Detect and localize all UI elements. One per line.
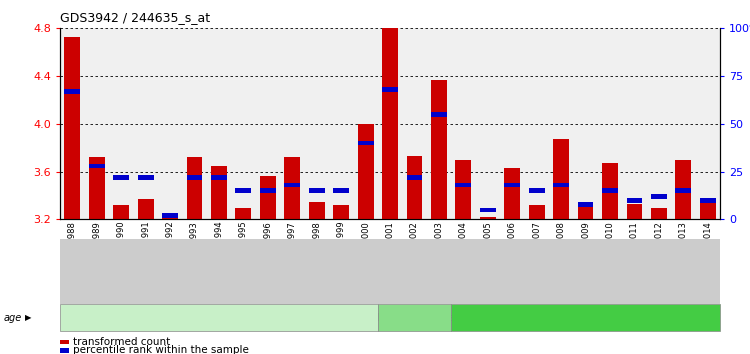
Bar (236, 188, 251, 193)
Bar (113, 205, 129, 219)
Bar (602, 188, 618, 193)
Bar (187, 175, 202, 180)
Text: young (19-31 years): young (19-31 years) (166, 313, 272, 323)
Text: transformed count: transformed count (73, 337, 170, 347)
Text: age: age (4, 313, 22, 323)
Text: percentile rank within the sample: percentile rank within the sample (73, 346, 248, 354)
Bar (406, 156, 422, 219)
Bar (700, 198, 715, 203)
Bar (626, 198, 643, 203)
Bar (113, 175, 129, 180)
Bar (88, 157, 104, 219)
Bar (333, 188, 349, 193)
Bar (651, 194, 667, 199)
Bar (382, 87, 398, 92)
Bar (676, 160, 692, 219)
Bar (358, 124, 374, 219)
Bar (88, 164, 104, 169)
Bar (137, 199, 154, 219)
Bar (602, 163, 618, 219)
Bar (284, 183, 300, 188)
Bar (455, 160, 471, 219)
Bar (382, 28, 398, 219)
Bar (309, 201, 325, 219)
Bar (284, 157, 300, 219)
Bar (64, 89, 80, 94)
Bar (236, 207, 251, 219)
Bar (431, 80, 447, 219)
Bar (309, 188, 325, 193)
Text: ▶: ▶ (25, 313, 32, 322)
Bar (578, 201, 593, 219)
Bar (211, 175, 226, 180)
Bar (260, 188, 276, 193)
Bar (480, 207, 496, 212)
Bar (162, 218, 178, 219)
Bar (554, 183, 569, 188)
Bar (626, 204, 643, 219)
Bar (504, 168, 520, 219)
Text: old (65-84 years): old (65-84 years) (541, 313, 630, 323)
Bar (137, 175, 154, 180)
Bar (554, 139, 569, 219)
Bar (406, 175, 422, 180)
Bar (187, 157, 202, 219)
Bar (529, 188, 544, 193)
Bar (504, 183, 520, 188)
Text: middle (42-61 years): middle (42-61 years) (360, 313, 469, 323)
Bar (651, 207, 667, 219)
Bar (333, 205, 349, 219)
Bar (700, 201, 715, 219)
Bar (578, 202, 593, 207)
Bar (480, 217, 496, 219)
Bar (260, 176, 276, 219)
Bar (162, 213, 178, 218)
Bar (529, 205, 544, 219)
Bar (676, 188, 692, 193)
Bar (64, 37, 80, 219)
Bar (211, 166, 226, 219)
Bar (455, 183, 471, 188)
Bar (431, 112, 447, 117)
Bar (358, 141, 374, 145)
Text: GDS3942 / 244635_s_at: GDS3942 / 244635_s_at (60, 11, 210, 24)
